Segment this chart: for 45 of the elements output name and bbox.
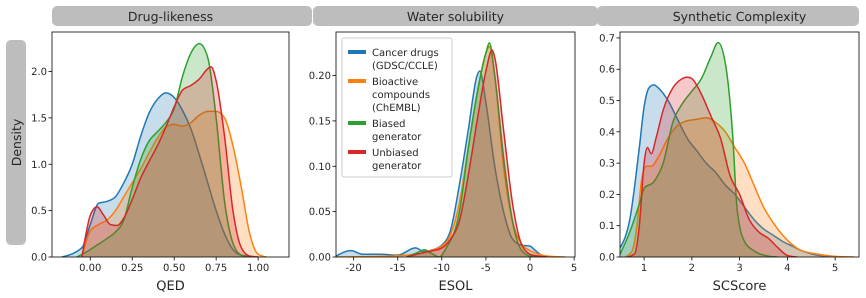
legend-label: Cancer drugs (GDSC/CCLE) [372,48,439,72]
x-tick-label: 0.75 [205,263,228,274]
x-tick-label: 0.50 [163,263,186,274]
x-axis-title: SCScore [712,279,766,294]
chart-title: Water solubility [406,9,505,24]
y-tick-label: 0.15 [308,116,331,128]
x-tick-label: 1 [640,263,648,274]
x-tick-label: 0.25 [121,263,144,274]
x-tick-label: 0 [526,263,534,274]
x-tick-label: 5 [570,263,578,274]
y-tick-label: 0.5 [599,96,615,108]
y-tick-label: 0.6 [599,64,615,76]
y-tick-label: 1.0 [31,160,47,171]
y-axis-title: Density [9,118,24,166]
x-axis-title: ESOL [438,279,474,294]
x-tick-label: 5 [832,263,838,274]
x-tick-label: -20 [345,263,362,274]
y-tick-label: 0.20 [308,71,331,82]
y-tick-label: 0.4 [599,127,615,138]
x-tick-label: -10 [434,263,450,274]
y-tick-label: 0.2 [599,190,615,201]
y-tick-label: 0.5 [31,206,47,218]
y-tick-label: 0.7 [599,33,615,44]
legend-label: Unbiased generator [372,148,422,172]
y-tick-label: 0.05 [308,207,331,218]
x-tick-label: 0.00 [79,263,102,274]
y-tick-label: 0.3 [599,158,615,170]
x-axis-title: QED [156,279,185,294]
y-tick-label: 1.5 [31,113,47,124]
x-tick-label: 1.00 [246,263,270,274]
x-tick-label: 2 [688,263,696,274]
y-tick-label: 0.1 [599,221,615,232]
y-tick-label: 0.0 [31,252,47,264]
legend-label: Bioactive compounds (ChEMBL) [372,77,430,114]
y-tick-label: 0.10 [308,162,331,173]
x-tick-label: -15 [390,263,406,274]
chart-title: Drug-likeness [128,9,214,24]
y-tick-label: 0.00 [308,252,331,264]
y-tick-label: 2.0 [31,67,47,78]
chart-title: Synthetic Complexity [672,9,807,24]
legend-label: Biased generator [372,119,422,143]
x-tick-label: 4 [784,263,791,274]
x-tick-label: -5 [480,263,491,274]
x-tick-label: 3 [736,263,743,274]
y-tick-label: 0.0 [599,252,615,264]
